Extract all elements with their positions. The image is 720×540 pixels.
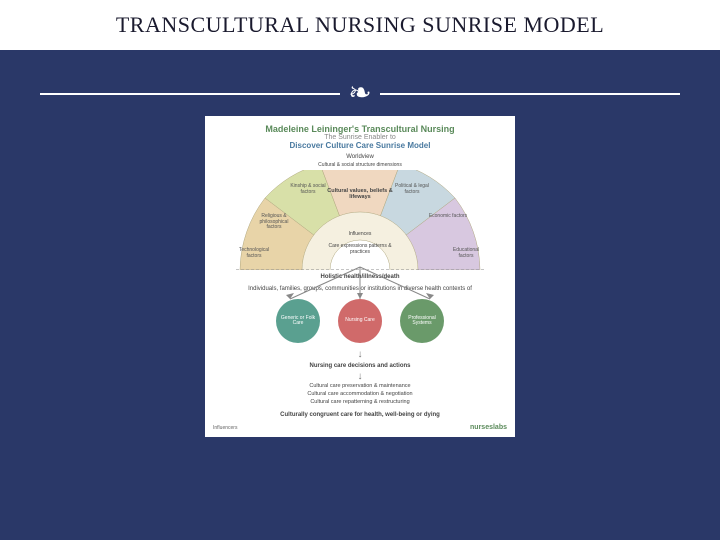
card-footer: Influencers nurseslabs [213, 424, 507, 431]
sunrise-model-diagram: Madeleine Leininger's Transcultural Nurs… [205, 116, 515, 437]
outcome-3: Cultural care repatterning & restructuri… [213, 399, 507, 407]
down-arrow-icon-2: ↓ [213, 373, 507, 381]
wedge-economic: Economic factors [428, 214, 468, 220]
flourish-icon: ❧ [348, 80, 371, 108]
sunrise-arc: Cultural values, beliefs & lifeways Infl… [230, 170, 490, 270]
wedge-political: Political & legal factors [392, 184, 432, 195]
worldview-label: Worldview [213, 154, 507, 160]
influencers-label: Influencers [213, 425, 237, 431]
divider-line-right [380, 93, 680, 95]
center-mid-label: Influences [325, 232, 395, 238]
wedge-religious: Religious & philosophical factors [254, 214, 294, 231]
circle-folk: Generic or Folk Care [276, 299, 320, 343]
title-bar: TRANSCULTURAL NURSING SUNRISE MODEL [0, 0, 720, 50]
card-subtitle-2: Discover Culture Care Sunrise Model [213, 141, 507, 150]
card-heading: Madeleine Leininger's Transcultural Nurs… [213, 124, 507, 134]
care-systems-row: Generic or Folk Care Nursing Care Profes… [213, 299, 507, 343]
circle-nursing: Nursing Care [338, 299, 382, 343]
center-low-label: Care expressions patterns & practices [325, 244, 395, 255]
divider: ❧ [40, 80, 680, 108]
outcomes-block: Cultural care preservation & maintenance… [213, 383, 507, 406]
brand-label: nurseslabs [470, 424, 507, 431]
outcome-1: Cultural care preservation & maintenance [213, 383, 507, 391]
congruent-label: Culturally congruent care for health, we… [213, 412, 507, 418]
card-subtitle-1: The Sunrise Enabler to [213, 134, 507, 141]
down-arrow-icon: ↓ [213, 351, 507, 359]
dimensions-label: Cultural & social structure dimensions [213, 162, 507, 168]
wedge-education: Educational factors [446, 248, 486, 259]
center-top-label: Cultural values, beliefs & lifeways [325, 188, 395, 200]
slide-title: TRANSCULTURAL NURSING SUNRISE MODEL [20, 12, 700, 38]
decisions-label: Nursing care decisions and actions [213, 363, 507, 369]
outcome-2: Cultural care accommodation & negotiatio… [213, 391, 507, 399]
holistic-label: Holistic health/illness/death [213, 274, 507, 280]
divider-line-left [40, 93, 340, 95]
wedge-tech: Technological factors [234, 248, 274, 259]
circle-professional: Professional Systems [400, 299, 444, 343]
wedge-kinship: Kinship & social factors [288, 184, 328, 195]
context-label: Individuals, families, groups, communiti… [213, 286, 507, 293]
